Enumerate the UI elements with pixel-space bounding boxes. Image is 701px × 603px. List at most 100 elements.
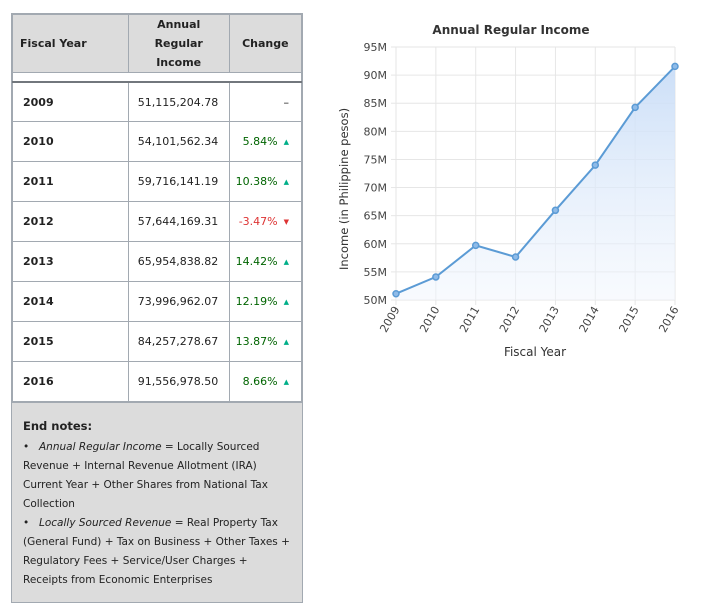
row-income: 57,644,169.31 xyxy=(127,201,230,242)
increase-arrow-icon: ▲ xyxy=(283,338,289,346)
data-point xyxy=(551,206,560,215)
row-change-cell: -3.47% ▼ xyxy=(228,201,303,242)
y-tick-label: 75M xyxy=(364,153,388,166)
y-tick-label: 55M xyxy=(364,266,388,279)
bullet-icon: • xyxy=(23,517,30,529)
y-tick-label: 50M xyxy=(364,294,388,307)
end-note-term: Annual Regular Income xyxy=(39,441,162,453)
chart-title: Annual Regular Income xyxy=(432,23,589,37)
increase-arrow-icon: ▲ xyxy=(283,178,289,186)
row-change-cell: – xyxy=(228,81,303,122)
header-income-line2: Income xyxy=(156,56,202,69)
data-point xyxy=(432,273,440,281)
row-change: – xyxy=(283,95,290,109)
data-point xyxy=(471,241,480,250)
x-axis-ticks: 2009 2010 2011 2012 2013 2014 2015 2016 xyxy=(377,304,681,335)
x-tick-label: 2013 xyxy=(537,304,562,335)
end-notes-heading: End notes: xyxy=(23,419,93,433)
end-note-item: • Annual Regular Income = Locally Sourced… xyxy=(23,438,291,514)
row-change: 8.66% xyxy=(242,375,278,388)
row-change: 12.19% xyxy=(235,295,278,308)
row-income: 54,101,562.34 xyxy=(127,121,230,162)
bullet-icon: • xyxy=(23,441,30,453)
increase-arrow-icon: ▲ xyxy=(283,378,289,386)
income-chart: Annual Regular Income 50M 55M 60M 65M 70M 75M… xyxy=(337,23,682,359)
series-points xyxy=(392,62,679,298)
end-notes: End notes: • Annual Regular Income = Loca… xyxy=(12,402,302,602)
x-tick-label: 2016 xyxy=(656,304,681,335)
row-year: 2009 xyxy=(12,81,129,122)
y-tick-label: 90M xyxy=(364,69,388,82)
row-change-cell: 14.42% ▲ xyxy=(228,241,303,282)
row-income: 65,954,838.82 xyxy=(127,241,230,282)
table-row: 2009 51,115,204.78 – xyxy=(12,81,303,122)
row-year: 2016 xyxy=(12,361,129,402)
y-axis-ticks: 50M 55M 60M 65M 70M 75M 80M 85M 90M 95M xyxy=(364,41,388,307)
x-tick-label: 2012 xyxy=(497,304,522,335)
y-tick-label: 85M xyxy=(364,97,388,110)
table-row: 2012 57,644,169.31 -3.47% ▼ xyxy=(12,201,303,242)
row-change: 14.42% xyxy=(235,255,278,268)
row-change: 13.87% xyxy=(235,335,278,348)
row-year: 2012 xyxy=(12,201,129,242)
x-tick-label: 2011 xyxy=(457,304,482,335)
series-line xyxy=(395,65,676,295)
series-area-fill xyxy=(396,66,675,301)
income-table-panel: Fiscal Year Annual Regular Income Change… xyxy=(11,13,303,603)
x-tick-label: 2010 xyxy=(417,304,442,335)
row-change: -3.47% xyxy=(238,215,278,228)
data-point xyxy=(511,253,520,261)
increase-arrow-icon: ▲ xyxy=(283,298,289,306)
data-point xyxy=(591,161,600,169)
row-change-cell: 12.19% ▲ xyxy=(228,281,303,322)
y-tick-label: 65M xyxy=(364,210,388,223)
increase-arrow-icon: ▲ xyxy=(283,138,289,146)
header-annual-regular-income: Annual Regular Income xyxy=(127,14,230,73)
row-year: 2013 xyxy=(12,241,129,282)
table-row: 2013 65,954,838.82 14.42% ▲ xyxy=(12,241,303,282)
end-note-item: • Locally Sourced Revenue = Real Property… xyxy=(23,514,291,590)
row-year: 2015 xyxy=(12,321,129,362)
x-tick-label: 2009 xyxy=(377,304,402,335)
x-tick-label: 2015 xyxy=(616,304,641,335)
row-income: 51,115,204.78 xyxy=(127,81,230,122)
row-change-cell: 5.84% ▲ xyxy=(228,121,303,162)
x-tick-label: 2014 xyxy=(577,304,602,335)
end-note-term: Locally Sourced Revenue xyxy=(39,517,172,529)
header-fiscal-year: Fiscal Year xyxy=(12,14,129,73)
table-row: 2015 84,257,278.67 13.87% ▲ xyxy=(12,321,303,362)
header-income-line1: Annual Regular xyxy=(154,18,203,50)
row-change: 10.38% xyxy=(235,175,278,188)
row-income: 84,257,278.67 xyxy=(127,321,230,362)
row-year: 2014 xyxy=(12,281,129,322)
table-row: 2014 73,996,962.07 12.19% ▲ xyxy=(12,281,303,322)
income-table: Fiscal Year Annual Regular Income Change… xyxy=(12,14,303,402)
header-change: Change xyxy=(228,14,303,73)
table-row: 2010 54,101,562.34 5.84% ▲ xyxy=(12,121,303,162)
y-tick-label: 80M xyxy=(364,125,388,138)
y-tick-label: 95M xyxy=(364,41,388,54)
row-income: 91,556,978.50 xyxy=(127,361,230,402)
table-header-row: Fiscal Year Annual Regular Income Change xyxy=(12,14,303,73)
row-change-cell: 13.87% ▲ xyxy=(228,321,303,362)
y-axis-label: Income (in Philippine pesos) xyxy=(337,108,351,270)
data-point xyxy=(392,289,400,298)
row-change-cell: 10.38% ▲ xyxy=(228,161,303,202)
end-note-text: = Locally Sourced Revenue + Internal Rev… xyxy=(23,441,268,510)
y-tick-label: 70M xyxy=(364,182,388,195)
row-change: 5.84% xyxy=(242,135,278,148)
x-axis-label: Fiscal Year xyxy=(504,345,566,359)
header-spacer-row xyxy=(12,72,302,83)
row-income: 73,996,962.07 xyxy=(127,281,230,322)
table-row: 2016 91,556,978.50 8.66% ▲ xyxy=(12,361,303,402)
row-change-cell: 8.66% ▲ xyxy=(228,361,303,402)
y-tick-label: 60M xyxy=(364,238,388,251)
data-point xyxy=(631,103,639,112)
decrease-arrow-icon: ▼ xyxy=(283,218,289,226)
row-income: 59,716,141.19 xyxy=(127,161,230,202)
table-row: 2011 59,716,141.19 10.38% ▲ xyxy=(12,161,303,202)
data-point xyxy=(671,62,679,71)
increase-arrow-icon: ▲ xyxy=(283,258,289,266)
row-year: 2010 xyxy=(12,121,129,162)
row-year: 2011 xyxy=(12,161,129,202)
